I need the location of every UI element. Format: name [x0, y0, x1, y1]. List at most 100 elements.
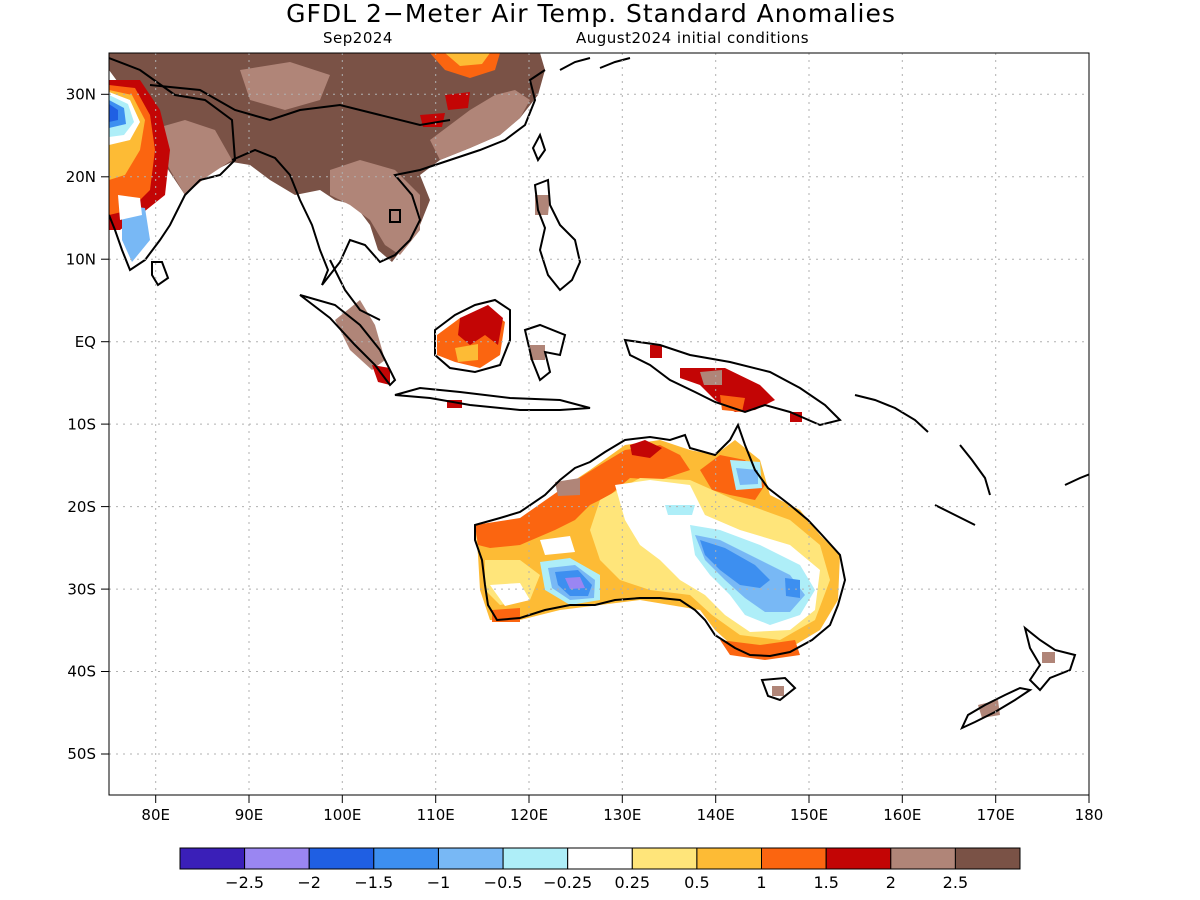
colorbar-swatch [890, 847, 956, 870]
coast-taiwan [531, 132, 547, 163]
field-aus-top-red [630, 440, 662, 458]
initial-conditions: August2024 initial conditions [576, 29, 810, 47]
y-tick-label: 30S [67, 580, 96, 598]
y-axis-labels: 30N 20N 10N EQ 10S 20S 30S 40S 50S [66, 86, 96, 764]
x-tick-label: 170E [977, 806, 1015, 824]
coast-philippines [533, 178, 582, 292]
field-nz-brown2 [1042, 652, 1055, 663]
y-tick-label: 10N [66, 250, 96, 268]
colorbar-label: 1.5 [813, 873, 838, 892]
coast-asia [109, 57, 237, 272]
y-tick-label: 20N [66, 168, 96, 186]
x-tick-label: 130E [603, 806, 641, 824]
forecast-month: Sep2024 [323, 29, 393, 47]
coast-newguinea [623, 338, 842, 427]
coast-java [394, 386, 591, 411]
field-china-red [445, 92, 470, 110]
x-tick-label: 180 [1075, 806, 1104, 824]
field-india-south-cyan [122, 205, 150, 262]
coastlines [109, 57, 1089, 731]
field-indochina-light [330, 160, 420, 255]
coast-australia [474, 422, 847, 658]
chart-title: GFDL 2−Meter Air Temp. Standard Anomalie… [286, 0, 896, 28]
field-aus-ne-lblue [736, 468, 758, 485]
colorbar-swatch [954, 847, 1021, 870]
field-nz-brown [978, 700, 1000, 718]
field-asia-dark [109, 53, 545, 262]
field-india-deep [109, 104, 118, 122]
x-tick-label: 160E [883, 806, 921, 824]
coast-hainan [389, 209, 401, 223]
field-india-south-white [118, 195, 142, 220]
x-tick-label: 110E [417, 806, 455, 824]
y-tick-label: 40S [67, 663, 96, 681]
field-ng-orange [720, 395, 745, 412]
field-sulawesi-brown [530, 345, 545, 360]
x-axis-labels: 80E 90E 100E 110E 120E 130E 140E 150E 16… [141, 806, 1103, 824]
x-tick-label: 80E [141, 806, 170, 824]
coast-vanuatu [959, 444, 991, 496]
colorbar-swatch [567, 847, 633, 870]
coast-bay-bengal [231, 148, 330, 286]
field-aus-blue [700, 540, 770, 588]
x-tick-label: 150E [790, 806, 828, 824]
coast-china-inner [149, 84, 451, 127]
field-aus-sw-white [490, 583, 530, 606]
tick-marks [101, 93, 1090, 803]
coast-indochina [321, 69, 546, 286]
coast-japan [559, 57, 631, 71]
coast-solomons [854, 394, 929, 433]
colorbar-label: −0.5 [484, 873, 523, 892]
colorbar-swatch [244, 847, 310, 870]
field-borneo-red [458, 305, 503, 345]
field-borneo-yellow [455, 344, 478, 362]
x-tick-label: 140E [697, 806, 735, 824]
coast-newcal [934, 504, 976, 526]
coast-borneo [434, 298, 511, 374]
y-tick-label: 30N [66, 86, 96, 104]
gridlines [109, 53, 1089, 795]
y-tick-label: 20S [67, 498, 96, 516]
colorbar-swatch [696, 847, 763, 870]
field-tibet-light [240, 62, 330, 110]
y-tick-label: 50S [67, 745, 96, 763]
colorbar-label: 2 [886, 873, 896, 892]
field-aus-cyan2 [665, 505, 695, 515]
field-aus-white2 [540, 536, 575, 555]
coast-fiji [1064, 473, 1089, 486]
field-ng-brown [700, 370, 722, 385]
colorbar-swatch [761, 847, 827, 870]
colorbar-label: 2.5 [943, 873, 968, 892]
x-tick-label: 100E [323, 806, 361, 824]
coast-tasmania [760, 676, 797, 702]
colorbar-swatch [825, 847, 892, 870]
colorbar-swatch [502, 847, 569, 870]
colorbar-swatch [308, 847, 375, 870]
field-china-yellow [445, 53, 490, 66]
x-tick-label: 120E [510, 806, 548, 824]
coast-sulawesi [523, 323, 567, 382]
field-aus-sw-purple [565, 577, 585, 589]
colorbar: −2.5 −2 −1.5 −1 −0.5 −0.25 0.25 0.5 1 1.… [179, 847, 1021, 892]
coast-nz-south [959, 686, 1033, 731]
colorbar-label: −2.5 [225, 873, 264, 892]
field-ng-red3 [790, 412, 802, 422]
colorbar-label: 0.5 [684, 873, 709, 892]
colorbar-swatch [179, 847, 246, 870]
field-sumatra-brown [335, 300, 385, 370]
field-tasmania-brown [772, 686, 784, 696]
field-asia-light [430, 90, 530, 160]
coast-srilanka [151, 261, 170, 287]
colorbar-label: −1 [427, 873, 451, 892]
colorbar-label: 1 [756, 873, 766, 892]
field-aus-nw-brown [555, 478, 580, 496]
field-ng-red2 [650, 345, 662, 358]
field-aus-blue2 [785, 578, 800, 598]
colorbar-swatch [373, 847, 439, 870]
x-tick-label: 90E [235, 806, 264, 824]
coast-nz-north [1023, 625, 1077, 692]
anomaly-fields [109, 53, 1055, 718]
y-tick-label: 10S [67, 415, 96, 433]
coast-malay [329, 259, 381, 321]
